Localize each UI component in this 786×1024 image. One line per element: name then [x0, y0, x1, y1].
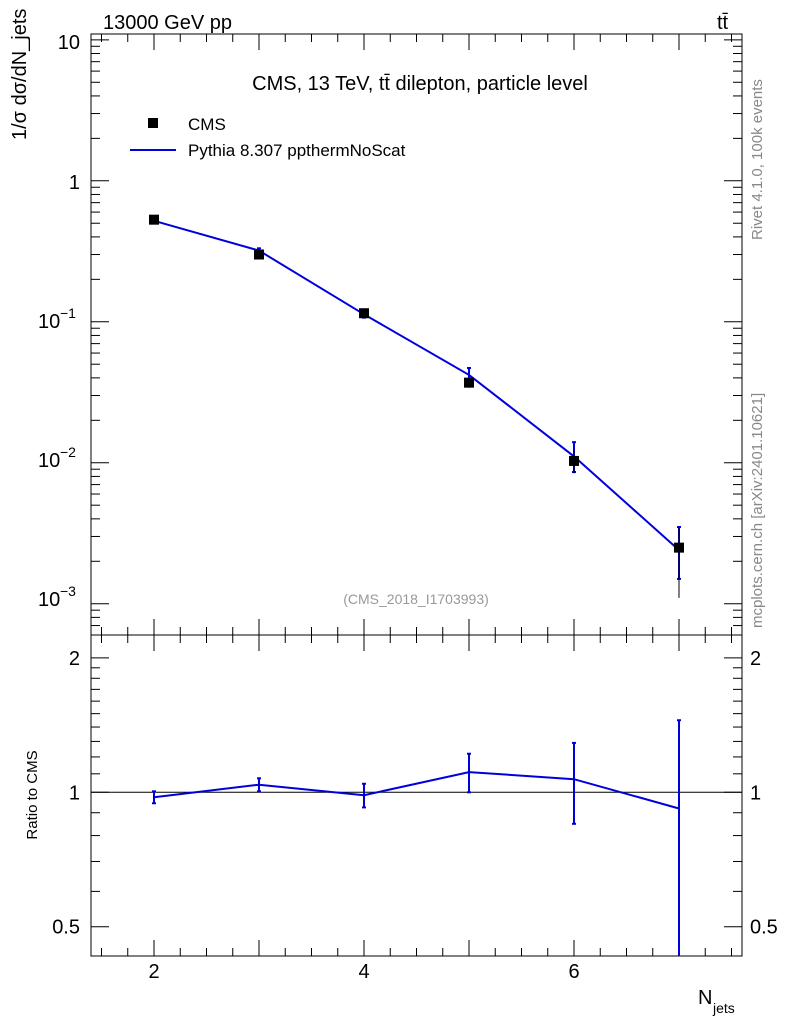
svg-text:10: 10 — [38, 311, 60, 333]
ratio-y-tick-label-right-2: 2 — [750, 648, 761, 670]
ratio-line — [153, 771, 680, 810]
ratio-y-tick-label-1: 1 — [69, 782, 80, 804]
cms-point — [359, 308, 369, 319]
svg-text:−2: −2 — [60, 444, 76, 460]
main-axis-ticks — [91, 34, 742, 636]
analysis-watermark: (CMS_2018_I1703993) — [343, 591, 489, 607]
ratio-pythia-series — [152, 719, 681, 956]
svg-text:N: N — [698, 987, 712, 1009]
cms-point — [674, 542, 684, 553]
svg-text:−1: −1 — [60, 305, 76, 321]
legend-cms-marker — [148, 118, 158, 128]
legend-pythia-label: Pythia 8.307 ppthermNoScat — [188, 141, 406, 160]
ratio-y-tick-label-right-0.5: 0.5 — [750, 917, 778, 939]
svg-text:−3: −3 — [60, 583, 76, 599]
cms-point — [569, 455, 579, 466]
legend: CMS Pythia 8.307 ppthermNoScat — [130, 115, 406, 160]
x-tick-label-6: 6 — [568, 961, 579, 983]
main-cms-series — [149, 214, 684, 598]
cms-point — [149, 214, 159, 225]
main-y-axis-title: 1/σ dσ/dN_jets — [9, 9, 31, 140]
ratio-y-tick-label-right-1: 1 — [750, 782, 761, 804]
main-y-tick-labels: 10 1 10 −1 10 −2 10 −3 — [38, 32, 80, 611]
energy-label: 13000 GeV pp — [103, 12, 232, 34]
y-tick-label-1e-2: 10 −2 — [38, 444, 76, 472]
y-tick-label-10: 10 — [58, 32, 80, 54]
process-label: tt̄ — [717, 12, 729, 34]
cms-point — [254, 249, 264, 260]
mcplots-side-label: mcplots.cern.ch [arXiv:2401.10621] — [749, 393, 766, 628]
legend-cms-label: CMS — [188, 115, 226, 134]
y-tick-label-1e-3: 10 −3 — [38, 583, 76, 611]
ratio-axis-ticks — [91, 635, 742, 956]
x-tick-labels: 2 4 6 — [148, 961, 579, 983]
ratio-y-tick-label-0.5: 0.5 — [52, 917, 80, 939]
ratio-plot-frame — [90, 634, 743, 957]
y-tick-label-1: 1 — [69, 172, 80, 194]
ratio-y-axis-title: Ratio to CMS — [24, 750, 41, 839]
ratio-y-tick-label-2: 2 — [69, 648, 80, 670]
rivet-side-label: Rivet 4.1.0, 100k events — [749, 79, 766, 240]
x-tick-label-4: 4 — [358, 961, 369, 983]
cms-point — [464, 377, 474, 388]
plot-title: CMS, 13 TeV, tt̄ dilepton, particle leve… — [252, 73, 588, 95]
y-tick-label-1e-1: 10 −1 — [38, 305, 76, 333]
ratio-y-tick-labels: 0.5 1 2 0.5 1 2 — [52, 648, 778, 939]
main-pythia-series — [152, 218, 681, 580]
pythia-line — [153, 219, 680, 551]
x-axis-title: N jets — [698, 987, 735, 1016]
svg-text:10: 10 — [38, 589, 60, 611]
svg-text:jets: jets — [712, 1000, 735, 1016]
x-tick-label-2: 2 — [148, 961, 159, 983]
svg-text:10: 10 — [38, 450, 60, 472]
